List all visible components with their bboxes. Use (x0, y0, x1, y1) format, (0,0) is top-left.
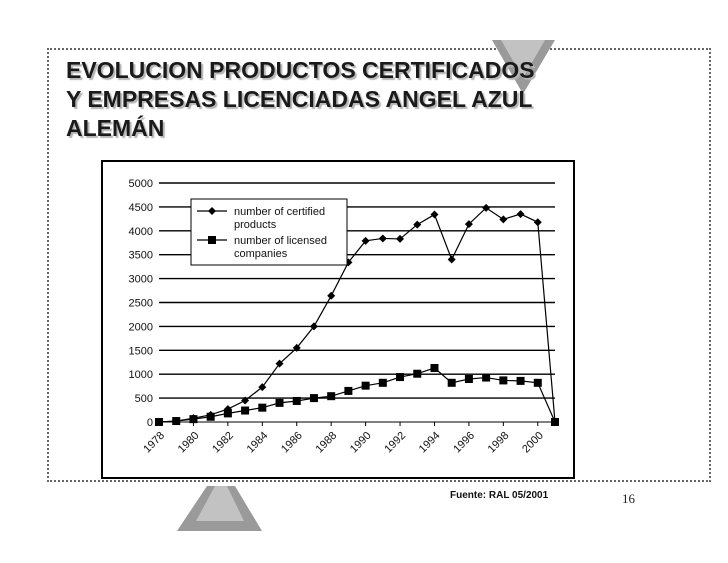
y-tick-label: 3000 (129, 274, 153, 286)
data-point-licensed-companies (396, 373, 405, 382)
y-tick-label: 4000 (129, 226, 153, 238)
data-point-certified-products (413, 220, 422, 229)
legend-label: number of certified products (234, 206, 325, 231)
data-point-certified-products (275, 359, 284, 368)
data-point-certified-products (344, 258, 353, 267)
slide-title: EVOLUCION PRODUCTOS CERTIFICADOS Y EMPRE… (66, 57, 535, 141)
data-point-licensed-companies (378, 378, 387, 387)
series-line-1 (158, 367, 556, 423)
y-tick-label: 1500 (129, 345, 153, 357)
data-point-licensed-companies (533, 378, 542, 387)
legend-box (190, 198, 348, 266)
data-point-licensed-companies (516, 376, 525, 385)
data-point-licensed-companies (223, 409, 232, 418)
y-tick-label: 0 (147, 417, 153, 429)
x-tick-label: 1986 (279, 430, 305, 456)
data-point-certified-products (378, 234, 387, 243)
data-point-certified-products (430, 210, 439, 219)
data-point-certified-products (361, 236, 370, 245)
x-tick-label: 1994 (417, 430, 443, 456)
bottom-left-arrow-shadow-icon (196, 486, 244, 521)
data-point-certified-products (499, 215, 508, 224)
y-tick-label: 2500 (129, 298, 153, 310)
y-tick-label: 2000 (129, 321, 153, 333)
data-point-licensed-companies (361, 381, 370, 390)
data-point-licensed-companies (482, 373, 491, 382)
source-note: Fuente: RAL 05/2001 (450, 490, 549, 501)
data-point-certified-products (516, 210, 525, 219)
y-tick-label: 3500 (129, 250, 153, 262)
data-point-certified-products (241, 396, 250, 405)
data-point-licensed-companies (309, 394, 318, 403)
x-tick-label: 2000 (520, 430, 546, 456)
line-chart: 0 500 1000 1500 2000 2500 3000 3500 4000 4500 5000… (129, 178, 559, 456)
chart-panel: 0 500 1000 1500 2000 2500 3000 3500 4000 4500 5000… (101, 160, 575, 479)
data-point-certified-products (292, 343, 301, 352)
data-point-certified-products (533, 218, 542, 227)
x-tick-label: 1980 (176, 430, 202, 456)
data-point-licensed-companies (292, 396, 301, 405)
x-tick-label: 1998 (486, 430, 512, 456)
top-right-arrow-shadow-icon (501, 40, 545, 78)
data-point-licensed-companies (413, 369, 422, 378)
data-point-certified-products (327, 291, 336, 300)
y-tick-label: 5000 (129, 178, 153, 190)
data-point-licensed-companies (258, 403, 267, 412)
y-tick-label: 4500 (129, 202, 153, 214)
data-point-licensed-companies (499, 376, 508, 385)
data-point-licensed-companies (172, 417, 181, 426)
data-point-licensed-companies (430, 363, 439, 372)
legend-label: number of licensed companies (234, 235, 327, 260)
data-point-licensed-companies (464, 374, 473, 383)
y-tick-label: 500 (135, 393, 153, 405)
data-point-licensed-companies (447, 378, 456, 387)
x-tick-label: 1996 (451, 430, 477, 456)
slide-number: 16 (622, 491, 635, 506)
data-point-licensed-companies (327, 392, 336, 401)
data-point-licensed-companies (155, 418, 163, 426)
x-tick-label: 1978 (141, 430, 167, 456)
data-point-certified-products (309, 322, 318, 331)
x-tick-label: 1982 (210, 430, 236, 456)
data-point-licensed-companies (344, 386, 353, 395)
legend-marker-square-icon (208, 236, 216, 244)
data-point-licensed-companies (241, 406, 250, 415)
data-point-certified-products (258, 383, 267, 392)
y-tick-label: 1000 (129, 369, 153, 381)
data-point-certified-products (464, 220, 473, 229)
data-point-licensed-companies (551, 418, 559, 426)
data-point-certified-products (396, 234, 405, 243)
data-point-certified-products (482, 203, 491, 212)
x-tick-label: 1992 (382, 430, 408, 456)
data-point-licensed-companies (206, 412, 215, 421)
data-point-certified-products (447, 255, 456, 264)
data-point-licensed-companies (275, 398, 284, 407)
x-tick-label: 1984 (245, 430, 271, 456)
data-point-licensed-companies (189, 415, 198, 424)
slide-frame (47, 48, 711, 482)
x-tick-label: 1990 (348, 430, 374, 456)
x-tick-label: 1988 (313, 430, 339, 456)
legend-marker-diamond-icon (208, 207, 216, 215)
